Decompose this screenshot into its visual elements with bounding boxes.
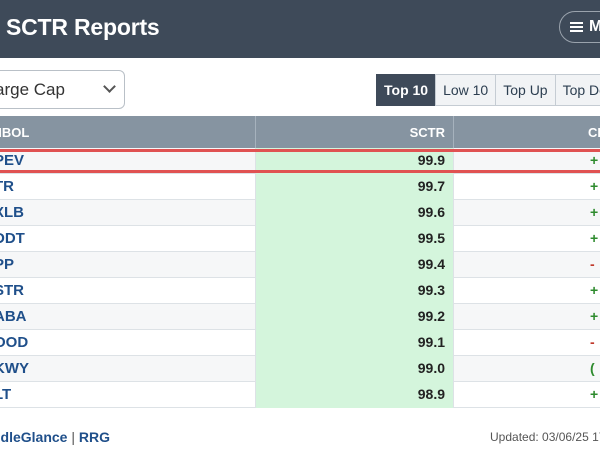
column-divider bbox=[453, 174, 454, 200]
change-value: - bbox=[590, 334, 595, 350]
sctr-value: 99.3 bbox=[256, 278, 453, 304]
sctr-value: 99.0 bbox=[256, 356, 453, 382]
sctr-table: MBOL SCTR CI PEV 99.9 + TR 99.7 + XLB 99.6 + DDT 9… bbox=[0, 116, 600, 408]
app-header: SCTR Reports M bbox=[0, 0, 600, 58]
table-row[interactable]: LT 98.9 + bbox=[0, 382, 600, 408]
sctr-value: 98.9 bbox=[256, 382, 453, 408]
column-divider bbox=[255, 148, 256, 174]
change-value: + bbox=[590, 152, 599, 168]
sctr-value: 99.9 bbox=[256, 148, 453, 174]
sctr-value: 99.4 bbox=[256, 252, 453, 278]
symbol-link[interactable]: LT bbox=[0, 386, 12, 403]
column-divider bbox=[453, 278, 454, 304]
change-value: + bbox=[590, 178, 599, 194]
menu-button[interactable]: M bbox=[559, 11, 600, 43]
column-header-sctr[interactable]: SCTR bbox=[409, 125, 445, 140]
footer-separator: | bbox=[71, 429, 75, 445]
symbol-link[interactable]: PEV bbox=[0, 152, 25, 169]
sctr-value: 99.2 bbox=[256, 304, 453, 330]
app-title: SCTR Reports bbox=[6, 14, 160, 40]
column-divider bbox=[453, 148, 454, 174]
rrg-link[interactable]: RRG bbox=[78, 429, 111, 445]
change-value: + bbox=[590, 204, 599, 220]
change-value: + bbox=[590, 308, 599, 324]
column-divider bbox=[453, 304, 454, 330]
symbol-link[interactable]: DDT bbox=[0, 230, 25, 247]
table-row[interactable]: PP 99.4 - bbox=[0, 252, 600, 278]
column-divider bbox=[255, 278, 256, 304]
table-body: PEV 99.9 + TR 99.7 + XLB 99.6 + DDT 99.5 + PP 99.4 - ST… bbox=[0, 148, 600, 408]
updated-timestamp: Updated: 03/06/25 17 bbox=[490, 430, 600, 444]
market-cap-select-value: arge Cap bbox=[0, 79, 65, 99]
column-divider bbox=[453, 200, 454, 226]
column-divider bbox=[255, 226, 256, 252]
column-divider bbox=[255, 252, 256, 278]
column-divider bbox=[453, 226, 454, 252]
column-divider bbox=[255, 200, 256, 226]
tab-low-10[interactable]: Low 10 bbox=[435, 74, 497, 106]
candleglance-link[interactable]: ndleGlance bbox=[0, 429, 68, 445]
table-row[interactable]: KWY 99.0 ( bbox=[0, 356, 600, 382]
sctr-value: 99.7 bbox=[256, 174, 453, 200]
table-row[interactable]: XLB 99.6 + bbox=[0, 200, 600, 226]
column-divider bbox=[453, 330, 454, 356]
column-divider bbox=[255, 304, 256, 330]
column-divider bbox=[255, 330, 256, 356]
menu-button-label: M bbox=[589, 18, 600, 35]
sctr-value: 99.1 bbox=[256, 330, 453, 356]
symbol-link[interactable]: ABA bbox=[0, 308, 27, 325]
hamburger-icon bbox=[570, 20, 583, 34]
column-divider bbox=[453, 116, 454, 148]
change-value: + bbox=[590, 386, 599, 402]
column-divider bbox=[255, 116, 256, 148]
footer-links: ndleGlance | RRG bbox=[0, 429, 110, 445]
symbol-link[interactable]: TR bbox=[0, 178, 14, 195]
sctr-value: 99.5 bbox=[256, 226, 453, 252]
tab-top-10[interactable]: Top 10 bbox=[376, 74, 437, 106]
table-row[interactable]: TR 99.7 + bbox=[0, 174, 600, 200]
column-divider bbox=[453, 252, 454, 278]
column-divider bbox=[255, 382, 256, 408]
symbol-link[interactable]: XLB bbox=[0, 204, 24, 221]
change-value: ( bbox=[590, 360, 595, 376]
symbol-link[interactable]: PP bbox=[0, 256, 15, 273]
chevron-down-icon bbox=[103, 80, 116, 93]
tab-top-up[interactable]: Top Up bbox=[495, 74, 556, 106]
table-row[interactable]: PEV 99.9 + bbox=[0, 148, 600, 174]
symbol-link[interactable]: KWY bbox=[0, 360, 29, 377]
table-row[interactable]: ABA 99.2 + bbox=[0, 304, 600, 330]
table-row[interactable]: STR 99.3 + bbox=[0, 278, 600, 304]
table-row[interactable]: DDT 99.5 + bbox=[0, 226, 600, 252]
column-divider bbox=[453, 356, 454, 382]
column-divider bbox=[453, 382, 454, 408]
table-header: MBOL SCTR CI bbox=[0, 116, 600, 148]
symbol-link[interactable]: OOD bbox=[0, 334, 29, 351]
tab-top-down[interactable]: Top Dov bbox=[554, 74, 600, 106]
change-value: + bbox=[590, 282, 599, 298]
sctr-value: 99.6 bbox=[256, 200, 453, 226]
report-tabs: Top 10 Low 10 Top Up Top Dov bbox=[376, 74, 600, 106]
change-value: + bbox=[590, 230, 599, 246]
column-header-symbol[interactable]: MBOL bbox=[0, 125, 30, 140]
table-row[interactable]: OOD 99.1 - bbox=[0, 330, 600, 356]
column-divider bbox=[255, 174, 256, 200]
column-header-change[interactable]: CI bbox=[588, 125, 600, 140]
change-value: - bbox=[590, 256, 595, 272]
column-divider bbox=[255, 356, 256, 382]
market-cap-select[interactable]: arge Cap bbox=[0, 70, 125, 109]
symbol-link[interactable]: STR bbox=[0, 282, 24, 299]
